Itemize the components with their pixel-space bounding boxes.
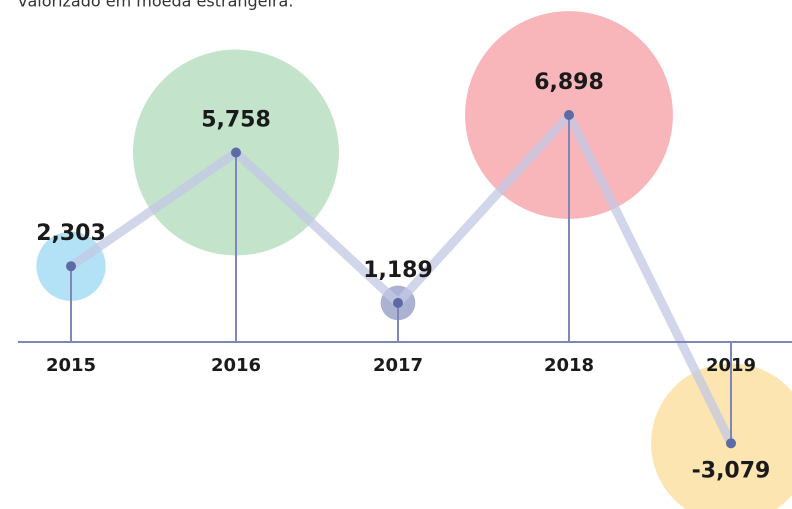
point xyxy=(393,297,403,308)
x-tick-label: 2015 xyxy=(46,355,96,376)
point xyxy=(726,438,736,449)
x-tick-label: 2019 xyxy=(706,355,756,376)
point xyxy=(564,110,574,120)
point xyxy=(231,147,241,158)
x-tick-label: 2016 xyxy=(211,355,261,376)
x-tick-label: 2018 xyxy=(544,355,594,376)
value-label: 5,758 xyxy=(201,108,271,133)
value-label: 2,303 xyxy=(36,221,106,246)
value-label: 6,898 xyxy=(534,70,604,95)
value-label: -3,079 xyxy=(692,458,771,483)
bubble xyxy=(651,363,792,509)
value-label: 1,189 xyxy=(363,258,433,283)
subtitle: valorizado em moeda estrangeira. xyxy=(18,0,293,11)
point xyxy=(66,261,76,272)
x-tick-label: 2017 xyxy=(373,355,423,376)
